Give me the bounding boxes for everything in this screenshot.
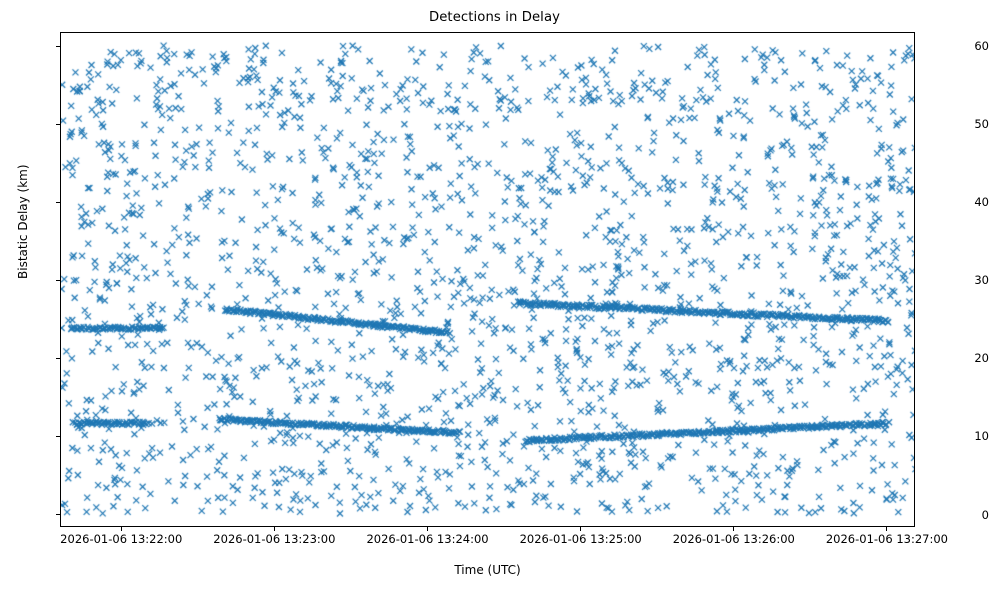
y-tick-mark [56, 201, 60, 203]
x-tick-label: 2026-01-06 13:27:00 [825, 532, 948, 546]
x-tick-mark [580, 527, 582, 531]
y-tick-label: 0 [981, 507, 989, 522]
x-tick-label: 2026-01-06 13:22:00 [60, 532, 183, 546]
x-tick-label: 2026-01-06 13:24:00 [366, 532, 489, 546]
x-tick-label: 2026-01-06 13:26:00 [672, 532, 795, 546]
y-axis-label: Bistatic Delay (km) [16, 164, 30, 279]
x-tick-mark [273, 527, 275, 531]
y-tick-mark [56, 435, 60, 437]
x-axis-label: Time (UTC) [454, 563, 521, 577]
y-tick-label: 30 [974, 273, 989, 288]
scatter-plot-canvas [61, 33, 914, 526]
y-tick-mark [56, 45, 60, 47]
y-tick-mark [56, 357, 60, 359]
y-tick-label: 40 [974, 195, 989, 210]
x-tick-mark [733, 527, 735, 531]
x-tick-mark [886, 527, 888, 531]
y-tick-label: 20 [974, 351, 989, 366]
plot-axes [60, 32, 915, 527]
page-title: Detections in Delay [428, 10, 561, 25]
y-tick-mark [56, 123, 60, 125]
y-tick-label: 60 [974, 39, 989, 54]
y-tick-label: 50 [974, 117, 989, 132]
y-tick-mark [56, 279, 60, 281]
x-tick-label: 2026-01-06 13:25:00 [519, 532, 642, 546]
y-tick-label: 10 [974, 429, 989, 444]
x-tick-mark [427, 527, 429, 531]
y-tick-mark [56, 514, 60, 516]
x-tick-label: 2026-01-06 13:23:00 [213, 532, 336, 546]
x-tick-mark [120, 527, 122, 531]
